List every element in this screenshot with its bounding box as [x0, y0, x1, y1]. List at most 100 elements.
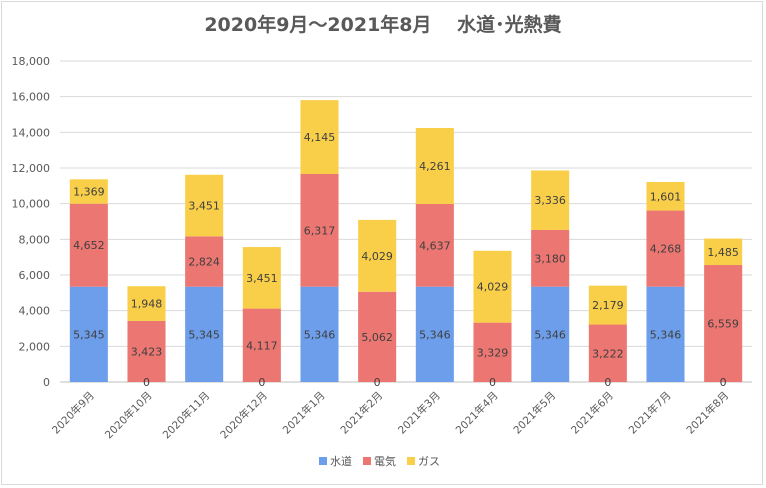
bar-segment: [242, 308, 281, 382]
data-label: 0: [720, 376, 727, 389]
bar-segment: [242, 247, 281, 309]
bar-segment: [300, 286, 339, 382]
legend-swatch: [407, 457, 415, 465]
data-label: 3,451: [246, 272, 278, 285]
bar-segment: [646, 181, 685, 211]
bar-segment: [185, 286, 224, 382]
bar-segment: [588, 285, 627, 325]
bar-segment: [358, 219, 397, 292]
chart-title: 2020年9月～2021年8月 水道･光熱費: [204, 13, 561, 36]
data-label: 4,029: [361, 250, 393, 263]
data-label: 3,336: [534, 194, 566, 207]
y-tick-label: 2,000: [19, 340, 51, 353]
data-label: 5,346: [419, 328, 451, 341]
bar-segment: [185, 236, 224, 287]
bar-segment: [127, 320, 166, 382]
data-label: 4,145: [304, 131, 336, 144]
bar-segment: [531, 229, 570, 287]
y-tick-label: 14,000: [12, 126, 51, 139]
bar-segment: [300, 174, 339, 287]
data-label: 5,345: [188, 328, 220, 341]
y-tick-label: 8,000: [19, 233, 51, 246]
y-tick-label: 0: [43, 376, 50, 389]
data-label: 6,317: [304, 224, 336, 237]
x-tick-label: 2021年3月: [395, 389, 443, 437]
data-label: 2,179: [592, 299, 624, 312]
data-label: 4,637: [419, 239, 451, 252]
data-label: 3,180: [534, 252, 566, 265]
x-tick-label: 2021年8月: [684, 389, 732, 437]
x-tick-label: 2020年11月: [160, 389, 212, 441]
legend-label: 水道: [330, 454, 352, 468]
x-tick-label: 2021年1月: [280, 389, 328, 437]
bar-segment: [646, 286, 685, 382]
bar-segment: [531, 286, 570, 382]
y-tick-label: 10,000: [12, 198, 51, 211]
data-label: 1,485: [707, 246, 739, 259]
legend-swatch: [363, 457, 371, 465]
data-label: 2,824: [188, 256, 220, 269]
bar-segment: [531, 170, 570, 230]
data-label: 0: [374, 376, 381, 389]
bar-segment: [415, 127, 454, 204]
data-label: 3,423: [131, 345, 163, 358]
bar-segment: [185, 174, 224, 237]
legend-label: 電気: [374, 454, 396, 468]
data-label: 5,346: [534, 328, 566, 341]
bar-segment: [69, 179, 108, 204]
bar-segment: [646, 210, 685, 287]
y-tick-label: 16,000: [12, 91, 51, 104]
data-labels: 5,345 4,652 1,369 0 3,423 1,948 5,345 2,824 3,45…: [73, 131, 739, 389]
legend: 水道 電気 ガス: [319, 454, 440, 468]
data-label: 1,948: [131, 298, 163, 311]
data-label: 5,346: [650, 328, 682, 341]
bar-segment: [588, 324, 627, 382]
data-label: 5,062: [361, 331, 393, 344]
data-label: 1,369: [73, 186, 105, 199]
data-label: 4,029: [477, 281, 509, 294]
bar-segment: [473, 250, 512, 323]
x-tick-label: 2021年7月: [626, 389, 674, 437]
y-tick-label: 6,000: [19, 269, 51, 282]
y-tick-label: 4,000: [19, 305, 51, 318]
x-tick-label: 2021年2月: [338, 389, 386, 437]
legend-swatch: [319, 457, 327, 465]
bar-segment: [473, 322, 512, 382]
x-tick-label: 2021年5月: [511, 389, 559, 437]
x-tick-label: 2020年12月: [218, 389, 270, 441]
bar-segment: [358, 291, 397, 382]
data-label: 5,345: [73, 328, 105, 341]
x-tick-label: 2020年9月: [49, 389, 97, 437]
x-axis: 2020年9月 2020年10月 2020年11月 2020年12月 2021年1月 20…: [49, 389, 731, 441]
bar-segment: [69, 286, 108, 382]
x-tick-label: 2021年4月: [453, 389, 501, 437]
bar-segment: [300, 100, 339, 175]
data-label: 4,261: [419, 160, 451, 173]
data-label: 0: [258, 376, 265, 389]
data-label: 0: [604, 376, 611, 389]
data-label: 5,346: [304, 328, 336, 341]
data-label: 4,117: [246, 339, 278, 352]
gridlines: [60, 60, 752, 383]
data-label: 4,268: [650, 243, 682, 256]
bar-segment: [704, 238, 743, 266]
data-label: 4,652: [73, 239, 105, 252]
bar-segment: [704, 265, 743, 382]
data-label: 0: [489, 376, 496, 389]
data-label: 6,559: [707, 318, 739, 331]
x-tick-label: 2020年10月: [102, 389, 154, 441]
data-label: 0: [143, 376, 150, 389]
y-tick-label: 18,000: [12, 55, 51, 68]
bar-segment: [127, 286, 166, 321]
y-tick-label: 12,000: [12, 162, 51, 175]
bar-segment: [415, 286, 454, 382]
data-label: 3,222: [592, 347, 624, 360]
legend-label: ガス: [418, 455, 440, 468]
bar-segment: [69, 203, 108, 287]
data-label: 1,601: [650, 190, 682, 203]
bars: [69, 100, 743, 382]
data-label: 3,329: [477, 346, 509, 359]
bar-segment: [415, 203, 454, 287]
x-tick-label: 2021年6月: [568, 389, 616, 437]
